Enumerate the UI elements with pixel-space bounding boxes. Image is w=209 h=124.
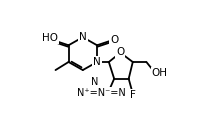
Text: N: N: [91, 77, 98, 87]
Text: OH: OH: [152, 68, 168, 78]
Text: N⁺=N⁻=N: N⁺=N⁻=N: [77, 88, 126, 98]
Text: HO: HO: [42, 33, 58, 43]
Text: F: F: [130, 90, 136, 100]
Text: O: O: [116, 47, 125, 57]
Text: O: O: [110, 35, 118, 45]
Text: N: N: [93, 57, 101, 67]
Text: N: N: [79, 32, 87, 42]
